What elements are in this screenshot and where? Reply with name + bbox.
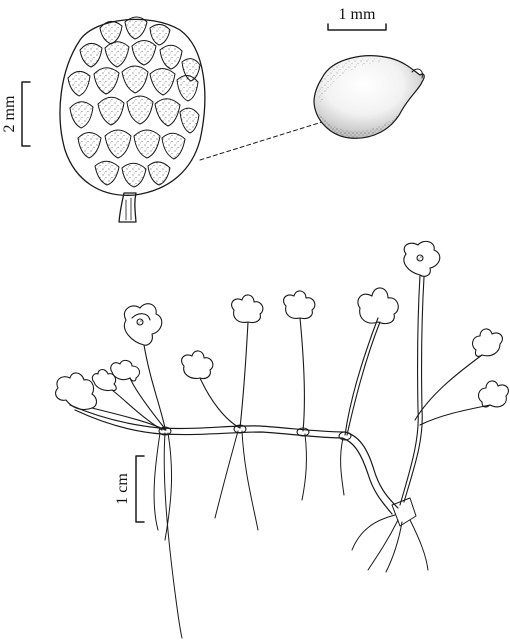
stolon	[69, 404, 399, 509]
fruit-head	[59, 16, 206, 223]
scale-bar-2mm: 2 mm	[1, 81, 31, 147]
petioles	[91, 274, 491, 506]
scale-bar-1cm-label: 1 cm	[114, 473, 131, 505]
single-achene	[313, 55, 425, 139]
fruit-head-achenes	[67, 16, 201, 188]
scale-bar-1mm: 1 mm	[327, 6, 387, 31]
leader-line	[199, 121, 323, 161]
scale-bar-1mm-label: 1 mm	[339, 6, 376, 23]
roots	[153, 430, 429, 639]
scale-bar-1cm: 1 cm	[114, 455, 145, 523]
scale-bar-2mm-label: 2 mm	[1, 95, 18, 132]
whole-plant	[55, 240, 509, 639]
leaf-blades	[55, 287, 509, 411]
flowers	[123, 240, 441, 346]
